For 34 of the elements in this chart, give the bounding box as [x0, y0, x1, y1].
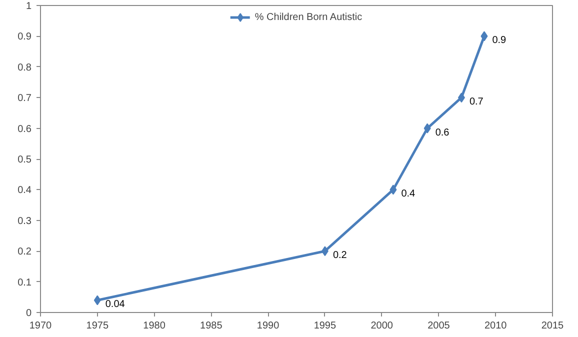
y-tick-label: 0.7	[18, 93, 32, 104]
x-tick-label: 1975	[86, 320, 109, 332]
y-tick-label: 0.9	[18, 32, 32, 43]
point	[390, 184, 397, 195]
y-tick-label: 0	[26, 308, 32, 319]
x-tick-label: 1970	[29, 320, 52, 332]
x-tick-label: 2005	[428, 320, 450, 332]
data-label: 0.7	[469, 96, 484, 108]
point	[458, 92, 465, 103]
x-tick-label: 2000	[370, 320, 394, 332]
point	[321, 246, 328, 256]
y-tick-label: 0.8	[18, 62, 32, 74]
data-label: 0.2	[332, 250, 348, 262]
data-label: 0.6	[435, 127, 450, 138]
data-label: 0.9	[492, 35, 507, 46]
x-tick-label: 2010	[484, 320, 508, 332]
x-tick-label: 1990	[256, 320, 280, 332]
point	[480, 31, 488, 42]
y-tick-label: 0.4	[18, 185, 32, 196]
point	[424, 123, 431, 134]
x-tick-label: 2015	[541, 320, 564, 332]
y-tick-label: 0.5	[18, 154, 32, 166]
x-tick-label: 1985	[200, 320, 223, 332]
y-tick-label: 0.2	[18, 246, 32, 258]
y-tick-label: 0.3	[18, 216, 32, 227]
x-tick-label: 1980	[143, 320, 166, 332]
data-label: 0.04	[105, 299, 126, 310]
data-label: 0.4	[401, 188, 416, 200]
y-tick-label: 0.6	[18, 124, 32, 135]
point	[94, 295, 101, 306]
legend-label: % Children Born Autistic	[254, 12, 362, 22]
x-tick-label: 1995	[314, 320, 337, 332]
y-tick-label: 0.1	[18, 277, 32, 288]
y-tick-label: 1	[26, 1, 32, 12]
